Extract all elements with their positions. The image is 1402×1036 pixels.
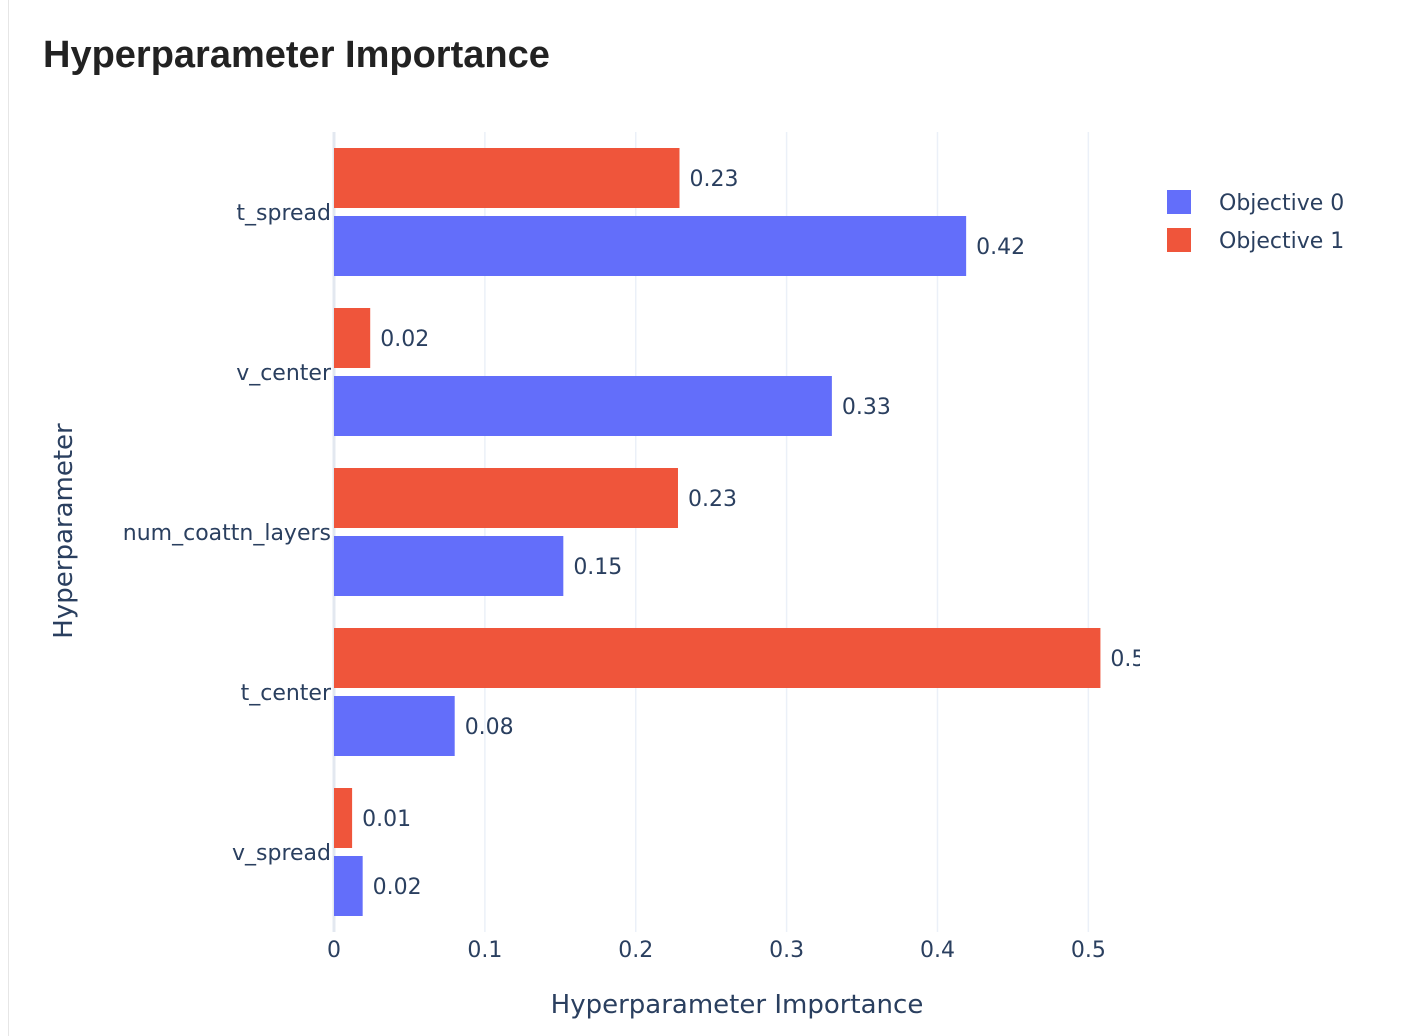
bar-labels: 0.23 0.42 0.02 0.33 0.23 0.15 0.5 0.08 0.01 0.02 [362, 167, 1145, 900]
bar-value-label: 0.15 [573, 555, 622, 580]
legend-label-objective-0: Objective 0 [1219, 191, 1344, 216]
bar-value-label: 0.23 [688, 487, 737, 512]
chart-title: Hyperparameter Importance [43, 34, 550, 76]
legend: Objective 0 Objective 1 [1167, 190, 1344, 254]
bar-objective-0 [334, 696, 455, 756]
x-tick-label: 0 [327, 938, 341, 963]
bar-value-label: 0.02 [373, 875, 422, 900]
bar-value-label: 0.01 [362, 807, 411, 832]
bar-value-label: 0.33 [842, 395, 891, 420]
bar-value-label: 0.02 [380, 327, 429, 352]
bar-value-label: 0.5 [1110, 647, 1145, 672]
bar-objective-0 [334, 376, 832, 436]
legend-swatch-objective-0 [1167, 190, 1191, 214]
bar-objective-1 [334, 628, 1101, 688]
bar-objective-1 [334, 468, 678, 528]
bar-objective-0 [334, 216, 967, 276]
y-tick-labels: t_spread v_center num_coattn_layers t_cente… [123, 201, 332, 866]
bar-objective-1 [334, 308, 371, 368]
x-axis-label: Hyperparameter Importance [551, 990, 924, 1020]
bar-objective-0 [334, 536, 564, 596]
bar-value-label: 0.08 [465, 715, 514, 740]
bars [334, 148, 1101, 916]
x-tick-label: 0.1 [467, 938, 502, 963]
y-tick-label: t_spread [236, 201, 331, 226]
legend-swatch-objective-1 [1167, 228, 1191, 252]
legend-label-objective-1: Objective 1 [1219, 229, 1344, 254]
bar-value-label: 0.23 [689, 167, 738, 192]
plot-frame [8, 0, 1402, 1036]
y-axis-label: Hyperparameter [49, 423, 79, 639]
bar-objective-1 [334, 788, 353, 848]
x-tick-label: 0.3 [769, 938, 804, 963]
bar-objective-0 [334, 856, 363, 916]
y-tick-label: t_center [241, 681, 332, 706]
x-tick-labels: 0 0.1 0.2 0.3 0.4 0.5 [327, 938, 1106, 963]
bar-value-label: 0.42 [976, 235, 1025, 260]
y-tick-label: v_spread [232, 841, 331, 866]
bar-objective-1 [334, 148, 680, 208]
x-tick-label: 0.2 [618, 938, 653, 963]
x-tick-label: 0.4 [920, 938, 955, 963]
y-tick-label: v_center [236, 361, 332, 386]
y-tick-label: num_coattn_layers [123, 521, 331, 546]
x-tick-label: 0.5 [1071, 938, 1106, 963]
